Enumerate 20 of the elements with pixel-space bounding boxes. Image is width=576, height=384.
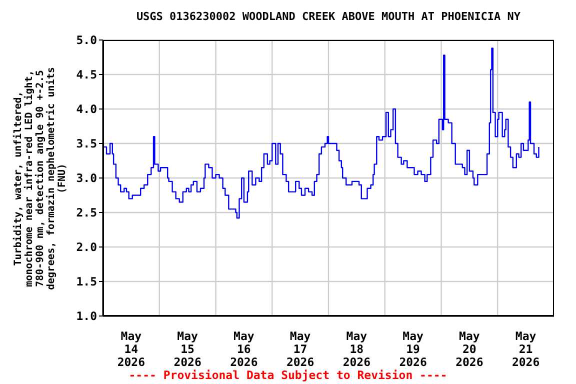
y-tick-label: 1.0 <box>76 309 98 324</box>
y-tick-label: 5.0 <box>76 33 98 48</box>
y-tick-label: 3.5 <box>76 136 98 151</box>
text: ---- Provisional Data Subject to Revision ---- <box>128 368 448 382</box>
y-axis-title: Turbidity, water, unfiltered, monochrome near infra-red LED light, 780-900 nm, detection angle 90 +-2.5 degrees, formazin nephelometric units (FNU) <box>12 66 68 290</box>
x-tick-label: May 16 2026 <box>230 329 258 369</box>
x-tick-label: May 17 2026 <box>286 329 314 369</box>
y-tick-label: 4.0 <box>76 102 98 116</box>
y-tick-label: 3.0 <box>76 171 98 186</box>
y-tick-label: 1.5 <box>76 274 98 289</box>
y-tick-label: 4.5 <box>76 68 98 82</box>
x-tick-label: May 19 2026 <box>399 329 427 369</box>
y-tick-label: 2.0 <box>76 240 98 254</box>
x-tick-label: May 20 2026 <box>456 329 484 369</box>
x-tick-label: May 21 2026 <box>512 329 540 369</box>
chart-title: USGS 0136230002 WOODLAND CREEK ABOVE MOUTH AT PHOENICIA NY <box>135 10 522 23</box>
x-tick-label: May 15 2026 <box>174 329 202 369</box>
y-tick-label: 2.5 <box>76 206 98 220</box>
x-tick-label: May 18 2026 <box>342 329 371 369</box>
x-tick-label: May 14 2026 <box>117 329 146 369</box>
